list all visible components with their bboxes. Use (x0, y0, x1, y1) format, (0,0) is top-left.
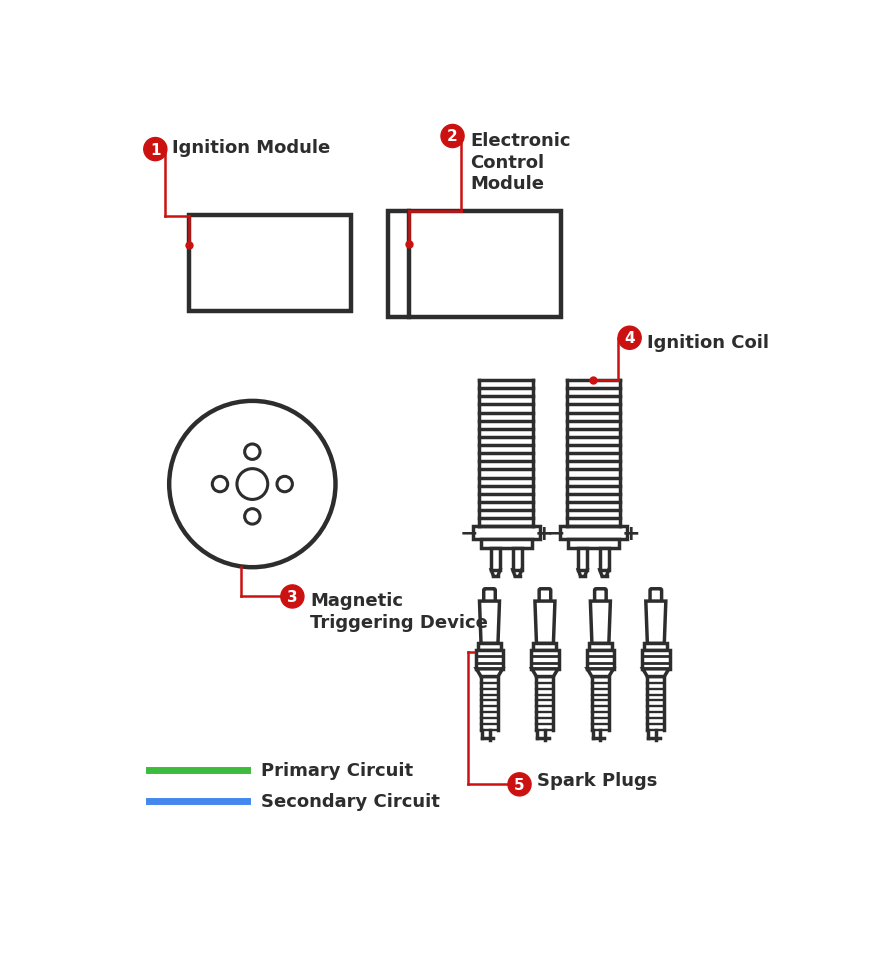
Circle shape (281, 585, 304, 608)
Bar (587, 650, 614, 669)
Bar (388, 211, 561, 318)
Bar (589, 644, 612, 650)
Circle shape (441, 125, 464, 148)
Bar (578, 549, 587, 570)
Text: +: + (535, 523, 554, 543)
Circle shape (169, 402, 335, 568)
Text: 4: 4 (624, 331, 635, 346)
FancyBboxPatch shape (650, 589, 662, 603)
Bar (491, 549, 501, 570)
Bar (644, 644, 667, 650)
Polygon shape (587, 669, 613, 677)
Text: −: − (459, 523, 478, 543)
Polygon shape (532, 669, 558, 677)
Text: Magnetic
Triggering Device: Magnetic Triggering Device (310, 591, 488, 631)
Text: −: − (546, 523, 565, 543)
Polygon shape (535, 602, 555, 644)
Circle shape (143, 138, 167, 161)
Text: 5: 5 (514, 777, 524, 792)
Bar (532, 650, 559, 669)
Circle shape (245, 445, 260, 460)
Bar (561, 527, 627, 539)
Bar (189, 215, 351, 311)
Circle shape (618, 327, 642, 350)
Text: Spark Plugs: Spark Plugs (538, 772, 657, 790)
Text: Secondary Circuit: Secondary Circuit (260, 793, 440, 810)
Bar (475, 650, 503, 669)
Bar (533, 644, 556, 650)
Polygon shape (480, 602, 500, 644)
FancyBboxPatch shape (539, 589, 551, 603)
Text: Ignition Module: Ignition Module (172, 138, 331, 157)
Circle shape (277, 477, 292, 492)
Circle shape (508, 773, 532, 796)
Bar (481, 539, 532, 549)
Circle shape (212, 477, 228, 492)
Circle shape (237, 469, 268, 500)
Bar (642, 650, 670, 669)
Bar (513, 549, 522, 570)
Text: 1: 1 (150, 142, 160, 158)
Circle shape (245, 509, 260, 525)
Bar (568, 539, 619, 549)
Polygon shape (590, 602, 611, 644)
Text: Ignition Coil: Ignition Coil (647, 333, 768, 351)
FancyBboxPatch shape (595, 589, 606, 603)
Polygon shape (476, 669, 502, 677)
Text: 3: 3 (287, 589, 297, 604)
Bar (478, 644, 501, 650)
FancyBboxPatch shape (484, 589, 495, 603)
Bar (473, 527, 539, 539)
Text: +: + (622, 523, 641, 543)
Polygon shape (642, 669, 669, 677)
Text: Primary Circuit: Primary Circuit (260, 762, 413, 779)
Text: 2: 2 (447, 130, 458, 144)
Bar (599, 549, 609, 570)
Text: Electronic
Control
Module: Electronic Control Module (470, 133, 571, 193)
Polygon shape (646, 602, 666, 644)
